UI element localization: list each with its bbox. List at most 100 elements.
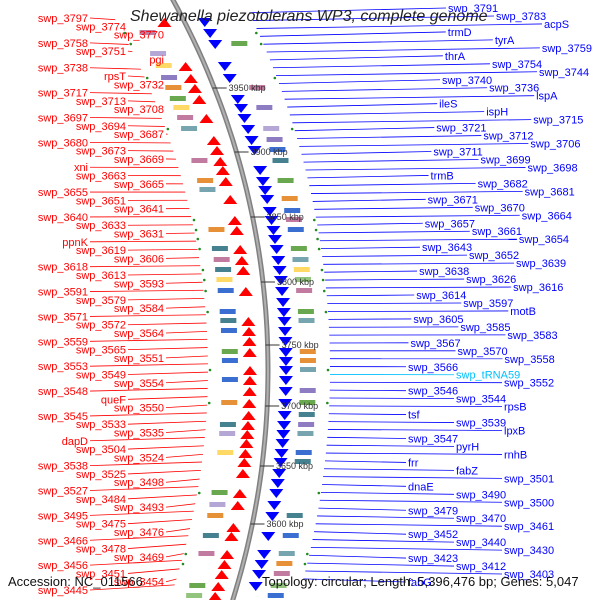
gene-label-right: swp_3670 (475, 202, 525, 214)
label-connector (292, 119, 532, 124)
function-box (295, 450, 312, 455)
function-box (191, 158, 208, 163)
gene-label-left: swp_3694 (76, 121, 126, 133)
label-connector (89, 436, 215, 442)
label-connector (318, 230, 470, 234)
label-connector (276, 71, 537, 77)
function-box (150, 51, 167, 56)
gene-label-left: swp_3655 (38, 187, 88, 199)
forward-gene-arrow (271, 256, 286, 265)
gene-label-right: swp_3626 (466, 274, 516, 286)
function-box (209, 502, 226, 507)
label-connector (269, 55, 443, 61)
gene-label-right: swp_3585 (460, 322, 510, 334)
function-box (211, 246, 228, 251)
reverse-gene-arrow (238, 449, 253, 458)
forward-gene-arrow (234, 104, 249, 113)
gene-label-left: swp_3553 (38, 361, 88, 373)
gene-label-right: swp_3539 (456, 418, 506, 430)
gene-label-right: swp_3654 (519, 234, 569, 246)
kbp-marker-label: 3600 kbp (266, 519, 303, 529)
gene-label-left: pgi (149, 54, 164, 66)
reverse-gene-arrow (157, 18, 172, 27)
gene-label-left: swp_3466 (38, 535, 88, 547)
function-box (256, 105, 273, 110)
gene-label-left: swp_3565 (76, 345, 126, 357)
forward-gene-arrow (279, 366, 293, 375)
label-connector (324, 468, 455, 471)
gene-label-right: swp_3570 (458, 346, 508, 358)
forward-gene-arrow (275, 439, 290, 448)
forward-gene-arrow (258, 186, 273, 195)
gene-label-right: swp_3721 (436, 123, 486, 135)
label-connector (127, 322, 217, 326)
track-dot (322, 289, 326, 293)
label-connector (303, 578, 407, 583)
track-dot (206, 310, 209, 314)
label-connector (318, 507, 407, 511)
gene-label-left: swp_3495 (38, 510, 88, 522)
forward-gene-arrow (260, 195, 275, 204)
gene-label-left: swp_3476 (114, 527, 164, 539)
gene-label-right: trmB (431, 170, 454, 182)
gene-label-left: swp_3717 (38, 88, 88, 100)
gene-label-right: swp_3699 (480, 154, 530, 166)
track-dot (305, 552, 309, 556)
label-connector (89, 461, 213, 467)
gene-label-left: swp_3663 (76, 171, 126, 183)
label-connector (324, 270, 418, 273)
gene-label-left: swp_3504 (76, 444, 126, 456)
reverse-gene-arrow (243, 366, 257, 375)
function-box (294, 277, 311, 282)
label-connector (329, 405, 503, 408)
function-box (287, 227, 304, 232)
gene-label-right: fabG (408, 577, 432, 589)
label-connector (322, 484, 407, 487)
kbp-marker-label: 3700 kbp (281, 401, 318, 411)
label-connector (89, 534, 199, 541)
label-connector (89, 412, 217, 417)
label-connector (89, 289, 214, 292)
label-connector (312, 198, 426, 202)
function-box (198, 551, 215, 556)
gene-label-right: swp_3681 (525, 186, 575, 198)
label-connector (89, 338, 218, 342)
function-box (202, 533, 219, 538)
label-connector (326, 444, 455, 447)
label-connector (89, 314, 216, 317)
gene-label-right: swp_3461 (504, 521, 554, 533)
reverse-gene-arrow (240, 430, 255, 439)
forward-gene-arrow (253, 166, 268, 175)
function-box (299, 400, 316, 405)
gene-label-right: swp_3547 (408, 434, 458, 446)
label-connector (327, 302, 462, 305)
gene-label-right: swp_3583 (507, 330, 557, 342)
label-connector (309, 182, 476, 187)
reverse-gene-arrow (241, 327, 256, 336)
gene-label-right: swp_3744 (539, 67, 589, 79)
gene-label-right: swp_3566 (408, 362, 458, 374)
kbp-marker-label: 3800 kbp (277, 277, 314, 287)
gene-label-right: swp_3605 (413, 314, 463, 326)
gene-label-left: swp_3545 (38, 411, 88, 423)
reverse-gene-arrow (213, 157, 228, 166)
label-connector (259, 31, 446, 37)
function-box (270, 583, 287, 588)
gene-label-left: swp_3591 (38, 287, 88, 299)
function-box (161, 75, 178, 80)
function-box (189, 583, 206, 588)
track-dot (314, 228, 318, 232)
gene-label-left: swp_3633 (76, 220, 126, 232)
function-box (297, 431, 314, 436)
forward-gene-arrow (262, 207, 277, 216)
gene-label-right: swp_3500 (504, 497, 554, 509)
gene-label-right: swp_3597 (463, 298, 513, 310)
reverse-gene-arrow (178, 62, 193, 71)
function-box (299, 388, 316, 393)
track-dot (166, 127, 170, 131)
label-connector (127, 469, 212, 475)
label-connector (324, 460, 407, 463)
track-dot (273, 76, 277, 80)
gene-label-left: swp_3445 (38, 585, 88, 597)
